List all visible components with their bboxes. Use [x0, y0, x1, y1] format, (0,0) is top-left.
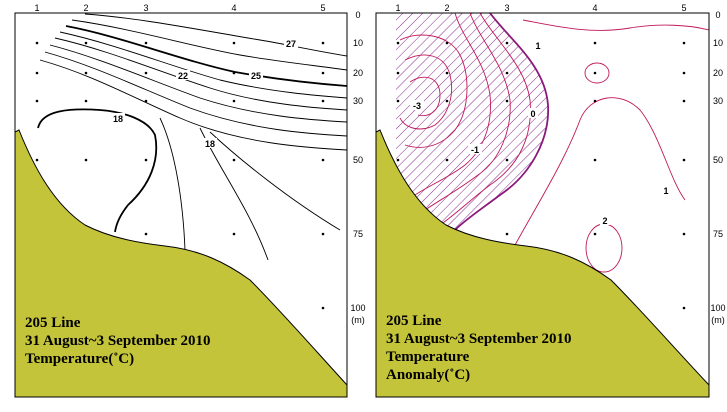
- contour-label-22: 22: [178, 71, 188, 81]
- station-dots: [396, 41, 686, 310]
- depth-label-20: 20: [713, 68, 723, 78]
- caption-line-name: 205 Line: [25, 315, 81, 331]
- contour-label-2: 2: [602, 216, 607, 226]
- anomaly-contours: [399, 13, 709, 273]
- caption-left: 205 Line 31 August~3 September 2010 Temp…: [25, 315, 210, 367]
- depth-label-100: 100: [350, 303, 365, 313]
- depth-label-20: 20: [353, 68, 363, 78]
- contour-label-25: 25: [251, 71, 261, 81]
- depth-label-0: 0: [355, 10, 360, 20]
- caption-right: 205 Line 31 August~3 September 2010 Temp…: [386, 313, 571, 383]
- seabed-right: [376, 129, 709, 397]
- caption-date: 31 August~3 September 2010: [386, 331, 571, 347]
- temperature-panel: 1 2 3 4 5: [14, 3, 366, 398]
- contour-label-18-lower: 18: [205, 139, 215, 149]
- negative-anomaly-region: [396, 13, 549, 230]
- station-label-4: 4: [592, 3, 597, 13]
- station-labels: 1 2 3 4 5: [395, 3, 686, 13]
- station-label-2: 2: [444, 3, 449, 13]
- contour-label-0: 0: [530, 109, 535, 119]
- depth-label-10: 10: [713, 38, 723, 48]
- station-label-3: 3: [504, 3, 509, 13]
- depth-label-10: 10: [353, 38, 363, 48]
- depth-label-75: 75: [713, 229, 723, 239]
- depth-unit: (m): [351, 315, 365, 325]
- caption-variable: Temperature(˚C): [25, 351, 134, 367]
- depth-label-50: 50: [353, 155, 363, 165]
- anomaly-panel: 1 2 3 4 5: [375, 3, 726, 398]
- contour-label-1-top: 1: [535, 41, 540, 51]
- station-label-4: 4: [231, 3, 236, 13]
- contour-label-minus-3: -3: [413, 101, 421, 111]
- anomaly-contour-labels: 1 0 -3 -1 1 2: [410, 40, 671, 226]
- caption-variable: Temperature: [386, 349, 470, 365]
- station-label-2: 2: [83, 3, 88, 13]
- caption-line-name: 205 Line: [386, 313, 442, 329]
- station-dots: [35, 41, 325, 310]
- contour-label-1-right: 1: [663, 186, 668, 196]
- station-label-3: 3: [143, 3, 148, 13]
- depth-label-100: 100: [710, 303, 725, 313]
- depth-unit: (m): [711, 315, 725, 325]
- station-label-1: 1: [34, 3, 39, 13]
- depth-label-30: 30: [353, 96, 363, 106]
- temperature-contour-labels: 27 25 22 18 18: [111, 38, 298, 149]
- contour-label-27: 27: [286, 39, 296, 49]
- depth-labels: 0 10 20 30 50 75 100 (m): [710, 10, 725, 325]
- contour-label-minus-1: -1: [471, 145, 479, 155]
- depth-label-30: 30: [713, 96, 723, 106]
- seabed-left: [15, 129, 347, 397]
- depth-label-0: 0: [715, 10, 720, 20]
- depth-labels: 0 10 20 30 50 75 100 (m): [350, 10, 365, 325]
- temperature-contours: [37, 13, 347, 261]
- contour-label-18-upper: 18: [113, 114, 123, 124]
- panel-frame-right: [375, 12, 710, 398]
- caption-date: 31 August~3 September 2010: [25, 333, 210, 349]
- depth-label-50: 50: [713, 155, 723, 165]
- caption-variable-anomaly: Anomaly(˚C): [386, 367, 470, 383]
- station-label-1: 1: [395, 3, 400, 13]
- panel-frame-left: [14, 12, 348, 398]
- station-label-5: 5: [320, 3, 325, 13]
- depth-label-75: 75: [353, 229, 363, 239]
- station-label-5: 5: [681, 3, 686, 13]
- station-labels: 1 2 3 4 5: [34, 3, 325, 13]
